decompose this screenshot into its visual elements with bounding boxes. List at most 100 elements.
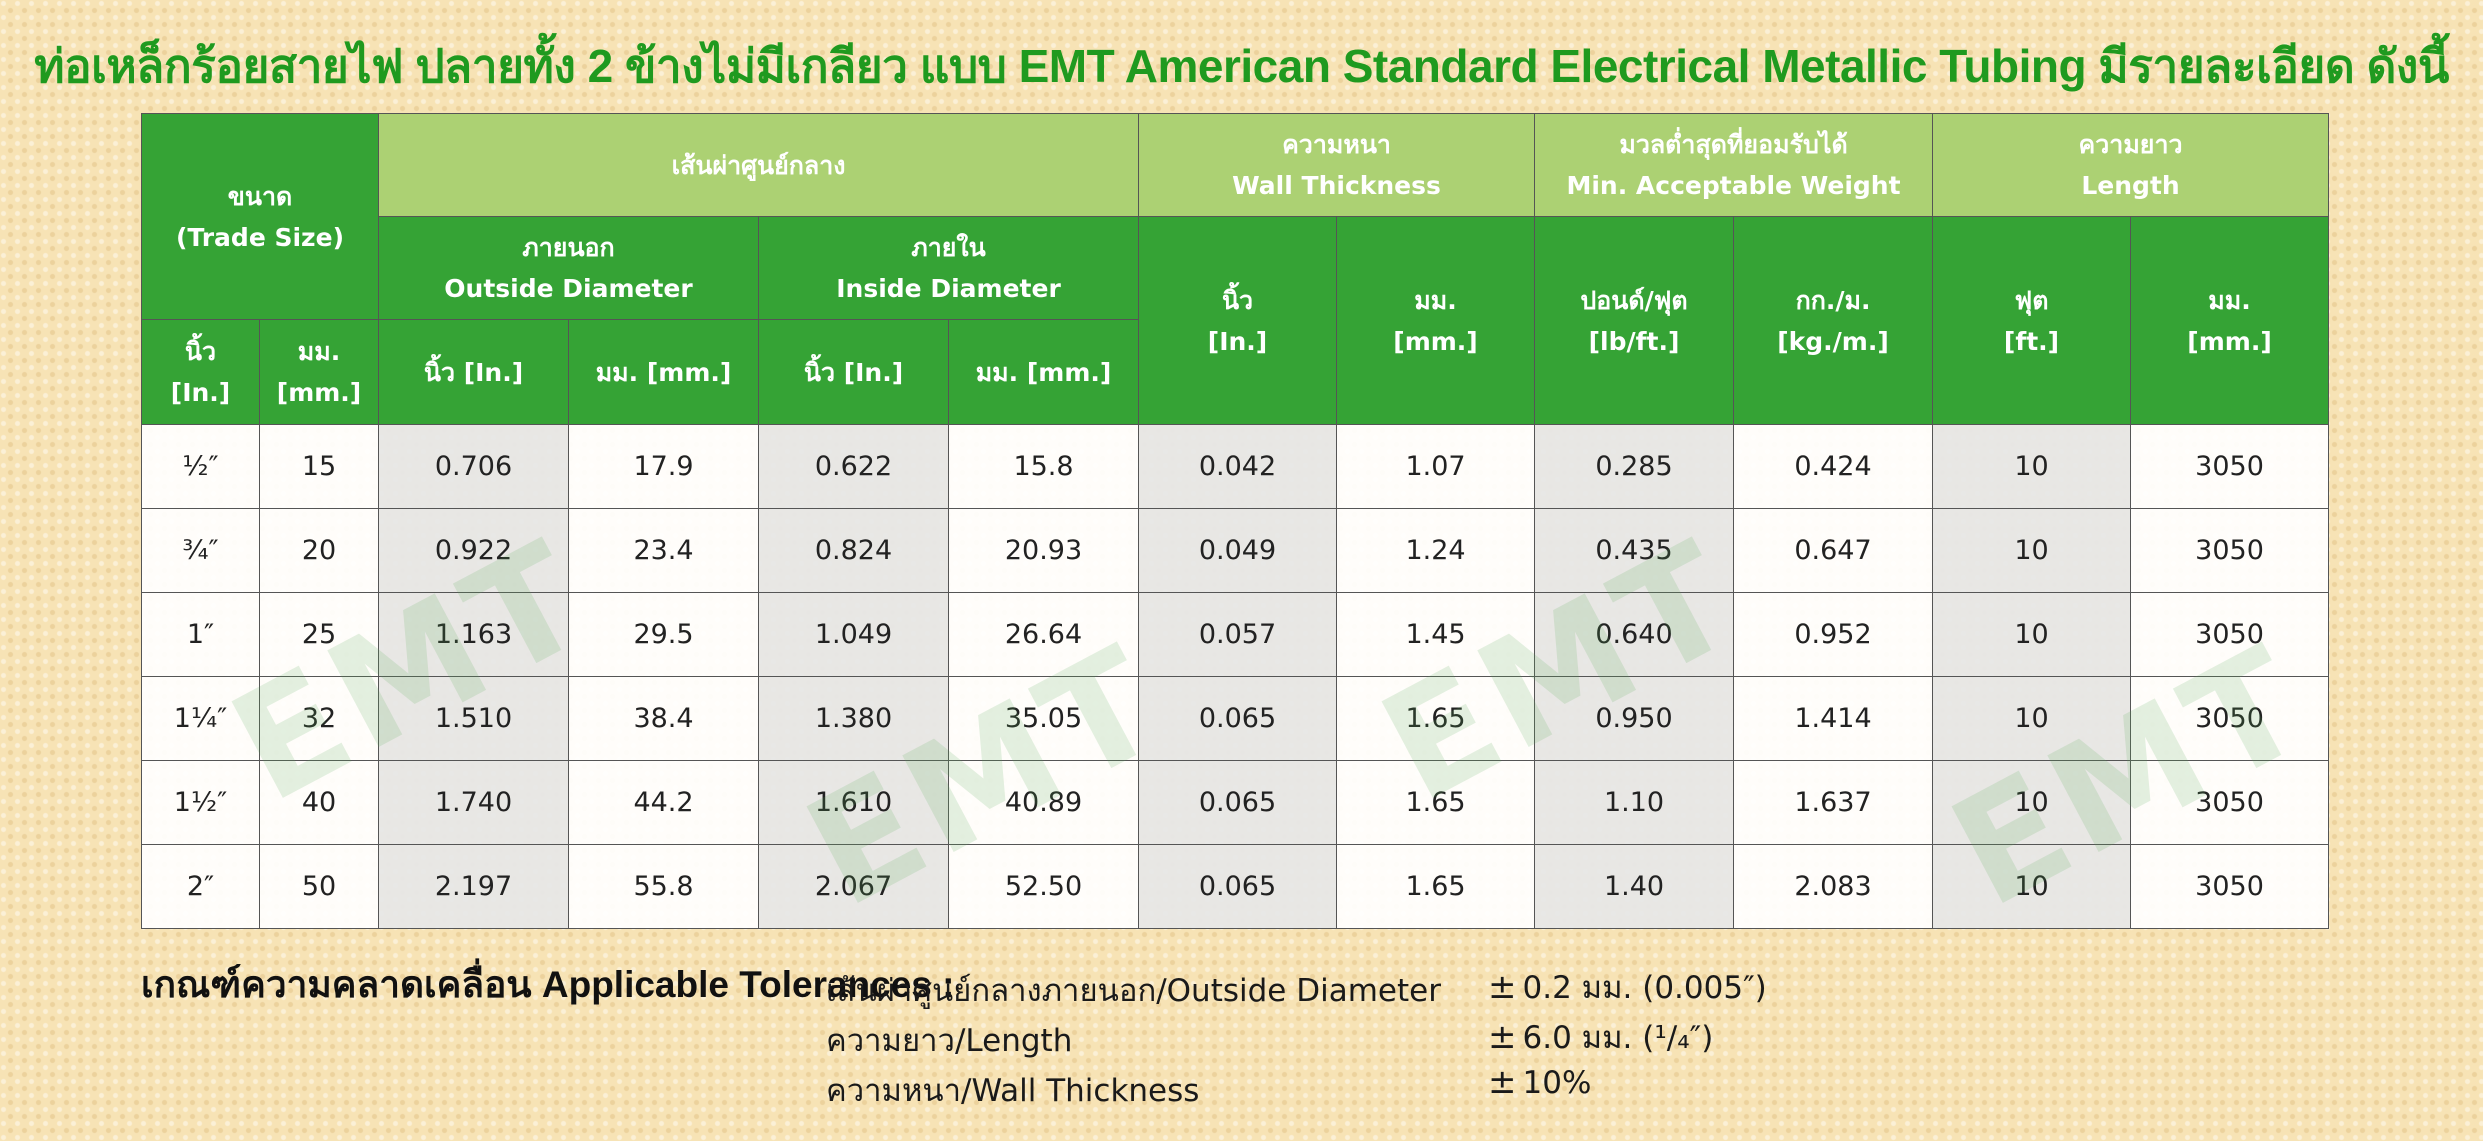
cell-id-mm: 35.05 xyxy=(947,676,1140,761)
cell-length-mm: 3050 xyxy=(2130,424,2330,509)
cell-size-in: 1″ xyxy=(141,592,260,677)
tolerance-item-length: ความยาว/Length xyxy=(826,1023,1073,1059)
cell-length-mm: 3050 xyxy=(2130,760,2330,845)
cell-id-mm: 20.93 xyxy=(947,508,1140,593)
header-weight-lb: ปอนด์/ฟุต [lb/ft.] xyxy=(1534,216,1735,425)
cell-od-in: 0.706 xyxy=(378,424,569,509)
header-size-mm: มม. [mm.] xyxy=(259,319,379,425)
header-od-in: นิ้ว [In.] xyxy=(378,319,569,425)
header-size-in: นิ้ว [In.] xyxy=(141,319,260,425)
cell-od-mm: 44.2 xyxy=(568,760,759,845)
cell-weight-kg: 1.414 xyxy=(1733,676,1934,761)
emt-spec-table: ขนาด (Trade Size) เส้นผ่าศูนย์กลาง ความหน… xyxy=(141,113,2330,929)
header-diameter: เส้นผ่าศูนย์กลาง xyxy=(377,113,1140,217)
cell-length-ft: 10 xyxy=(1932,676,2132,761)
cell-size-in: 1½″ xyxy=(141,760,260,845)
cell-weight-kg: 1.637 xyxy=(1733,760,1934,845)
cell-wall-in: 0.049 xyxy=(1138,508,1338,593)
cell-weight-lb: 0.640 xyxy=(1534,592,1735,677)
cell-wall-mm: 1.24 xyxy=(1336,508,1536,593)
tolerance-value-wall-thickness: ±10% xyxy=(1488,1062,1592,1102)
cell-size-mm: 50 xyxy=(259,844,379,929)
table-row: 1¼″ 32 1.510 38.4 1.380 35.05 0.065 1.65… xyxy=(141,676,2330,761)
cell-size-mm: 20 xyxy=(259,508,379,593)
cell-od-in: 2.197 xyxy=(378,844,569,929)
cell-length-mm: 3050 xyxy=(2130,844,2330,929)
cell-wall-in: 0.057 xyxy=(1138,592,1338,677)
tolerance-value-length: ±6.0 มม. (¹/₄″) xyxy=(1488,1017,1714,1057)
cell-weight-lb: 0.285 xyxy=(1534,424,1735,509)
cell-od-mm: 17.9 xyxy=(568,424,759,509)
cell-size-mm: 25 xyxy=(259,592,379,677)
cell-id-in: 1.610 xyxy=(758,760,949,845)
table-row: 1½″ 40 1.740 44.2 1.610 40.89 0.065 1.65… xyxy=(141,760,2330,845)
header-length-ft: ฟุต [ft.] xyxy=(1932,216,2132,425)
tolerance-value-outside-diameter: ±0.2 มม. (0.005″) xyxy=(1488,967,1767,1007)
cell-id-in: 2.067 xyxy=(758,844,949,929)
cell-weight-kg: 0.424 xyxy=(1733,424,1934,509)
cell-id-mm: 40.89 xyxy=(947,760,1140,845)
cell-wall-mm: 1.65 xyxy=(1336,676,1536,761)
cell-wall-mm: 1.65 xyxy=(1336,844,1536,929)
cell-weight-kg: 2.083 xyxy=(1733,844,1934,929)
cell-id-in: 1.049 xyxy=(758,592,949,677)
header-length-mm: มม. [mm.] xyxy=(2130,216,2330,425)
cell-wall-in: 0.065 xyxy=(1138,760,1338,845)
table-row: 1″ 25 1.163 29.5 1.049 26.64 0.057 1.45 … xyxy=(141,592,2330,677)
header-id-in: นิ้ว [In.] xyxy=(758,319,949,425)
tolerances-label: เกณฑ์ความคลาดเคลื่อน Applicable Toleranc… xyxy=(141,964,955,1005)
cell-od-mm: 55.8 xyxy=(568,844,759,929)
plus-minus-sign: ± xyxy=(1488,967,1517,1007)
cell-od-mm: 29.5 xyxy=(568,592,759,677)
cell-id-mm: 52.50 xyxy=(947,844,1140,929)
page-title: ท่อเหล็กร้อยสายไฟ ปลายทั้ง 2 ข้างไม่มีเก… xyxy=(34,40,2449,92)
cell-size-in: 2″ xyxy=(141,844,260,929)
cell-wall-in: 0.065 xyxy=(1138,844,1338,929)
cell-wall-mm: 1.07 xyxy=(1336,424,1536,509)
cell-wall-mm: 1.45 xyxy=(1336,592,1536,677)
cell-size-in: ½″ xyxy=(141,424,260,509)
cell-od-in: 1.740 xyxy=(378,760,569,845)
cell-wall-mm: 1.65 xyxy=(1336,760,1536,845)
table-row: ¾″ 20 0.922 23.4 0.824 20.93 0.049 1.24 … xyxy=(141,508,2330,593)
plus-minus-sign: ± xyxy=(1488,1062,1517,1102)
cell-length-ft: 10 xyxy=(1932,424,2132,509)
cell-size-mm: 40 xyxy=(259,760,379,845)
cell-weight-lb: 0.950 xyxy=(1534,676,1735,761)
header-wall-thickness: ความหนา Wall Thickness xyxy=(1138,113,1536,217)
cell-od-mm: 38.4 xyxy=(568,676,759,761)
cell-length-mm: 3050 xyxy=(2130,592,2330,677)
cell-weight-lb: 1.40 xyxy=(1534,844,1735,929)
header-min-weight: มวลต่ำสุดที่ยอมรับได้ Min. Acceptable Wei… xyxy=(1534,113,1934,217)
header-weight-kg: กก./ม. [kg./m.] xyxy=(1733,216,1934,425)
cell-wall-in: 0.065 xyxy=(1138,676,1338,761)
cell-weight-kg: 0.952 xyxy=(1733,592,1934,677)
header-id-mm: มม. [mm.] xyxy=(947,319,1140,425)
table-row: 2″ 50 2.197 55.8 2.067 52.50 0.065 1.65 … xyxy=(141,844,2330,929)
cell-od-mm: 23.4 xyxy=(568,508,759,593)
cell-weight-lb: 1.10 xyxy=(1534,760,1735,845)
cell-length-ft: 10 xyxy=(1932,592,2132,677)
header-length: ความยาว Length xyxy=(1932,113,2330,217)
cell-size-mm: 15 xyxy=(259,424,379,509)
header-inside-diameter: ภายใน Inside Diameter xyxy=(757,216,1140,320)
cell-weight-lb: 0.435 xyxy=(1534,508,1735,593)
cell-id-in: 0.824 xyxy=(758,508,949,593)
cell-od-in: 1.510 xyxy=(378,676,569,761)
cell-size-in: 1¼″ xyxy=(141,676,260,761)
cell-weight-kg: 0.647 xyxy=(1733,508,1934,593)
cell-size-mm: 32 xyxy=(259,676,379,761)
tolerance-item-wall-thickness: ความหนา/Wall Thickness xyxy=(826,1073,1200,1109)
cell-length-mm: 3050 xyxy=(2130,676,2330,761)
header-outside-diameter: ภายนอก Outside Diameter xyxy=(378,216,759,320)
cell-id-mm: 15.8 xyxy=(947,424,1140,509)
header-wall-mm: มม. [mm.] xyxy=(1336,216,1536,425)
cell-od-in: 0.922 xyxy=(378,508,569,593)
tolerance-item-outside-diameter: เส้นผ่าศูนย์กลางภายนอก/Outside Diameter xyxy=(826,973,1441,1009)
header-trade-size: ขนาด (Trade Size) xyxy=(141,113,379,320)
cell-length-ft: 10 xyxy=(1932,760,2132,845)
cell-wall-in: 0.042 xyxy=(1138,424,1338,509)
cell-od-in: 1.163 xyxy=(378,592,569,677)
cell-size-in: ¾″ xyxy=(141,508,260,593)
header-wall-in: นิ้ว [In.] xyxy=(1138,216,1338,425)
